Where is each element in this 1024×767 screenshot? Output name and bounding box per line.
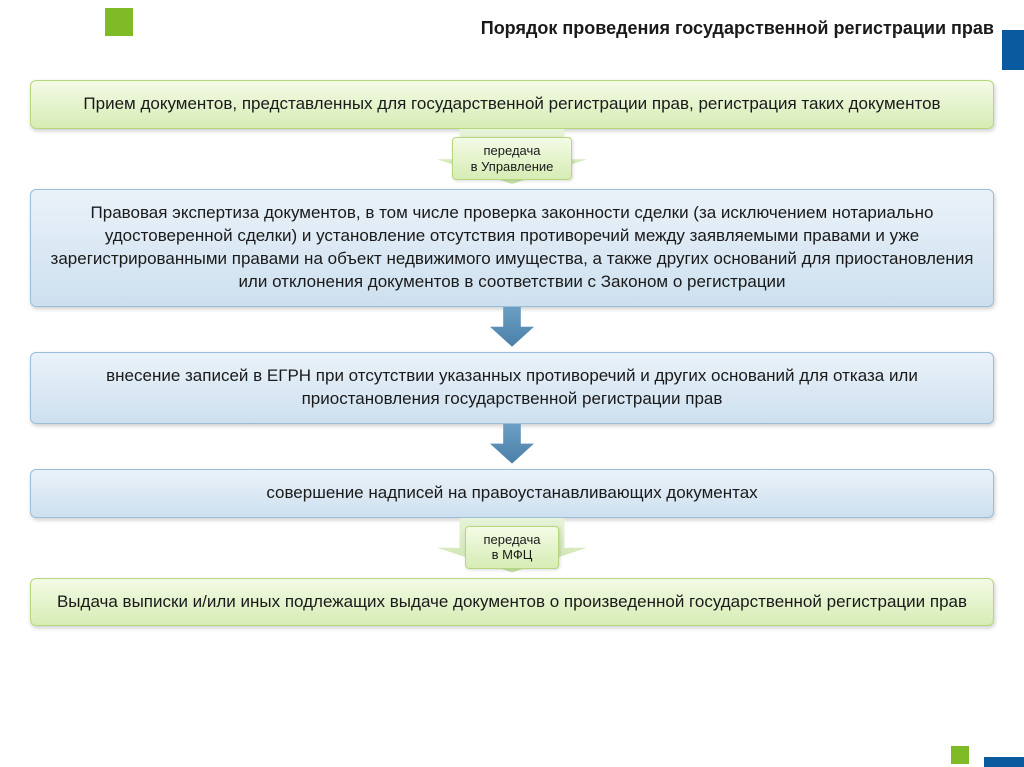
flow-box-2: Правовая экспертиза документов, в том чи… xyxy=(30,189,994,307)
arrow-down-icon xyxy=(490,424,534,464)
decoration-block-blue xyxy=(1002,30,1024,70)
flow-arrow-7: передачав МФЦ xyxy=(30,518,994,578)
decoration-block-blue-bottom xyxy=(984,757,1024,767)
decoration-square-green-bottom xyxy=(951,746,969,764)
arrow-down-icon xyxy=(490,307,534,347)
flow-box-8: Выдача выписки и/или иных подлежащих выд… xyxy=(30,578,994,627)
flowchart: Прием документов, представленных для гос… xyxy=(30,80,994,626)
flow-box-0: Прием документов, представленных для гос… xyxy=(30,80,994,129)
arrow-label-1: передачав Управление xyxy=(452,137,573,180)
flow-box-6: совершение надписей на правоустанавливаю… xyxy=(30,469,994,518)
arrow-label-7: передачав МФЦ xyxy=(465,526,560,569)
flow-arrow-3 xyxy=(30,307,994,352)
flow-arrow-5 xyxy=(30,424,994,469)
page-title: Порядок проведения государственной регис… xyxy=(0,18,994,39)
flow-arrow-1: передачав Управление xyxy=(30,129,994,189)
flow-box-4: внесение записей в ЕГРН при отсутствии у… xyxy=(30,352,994,424)
